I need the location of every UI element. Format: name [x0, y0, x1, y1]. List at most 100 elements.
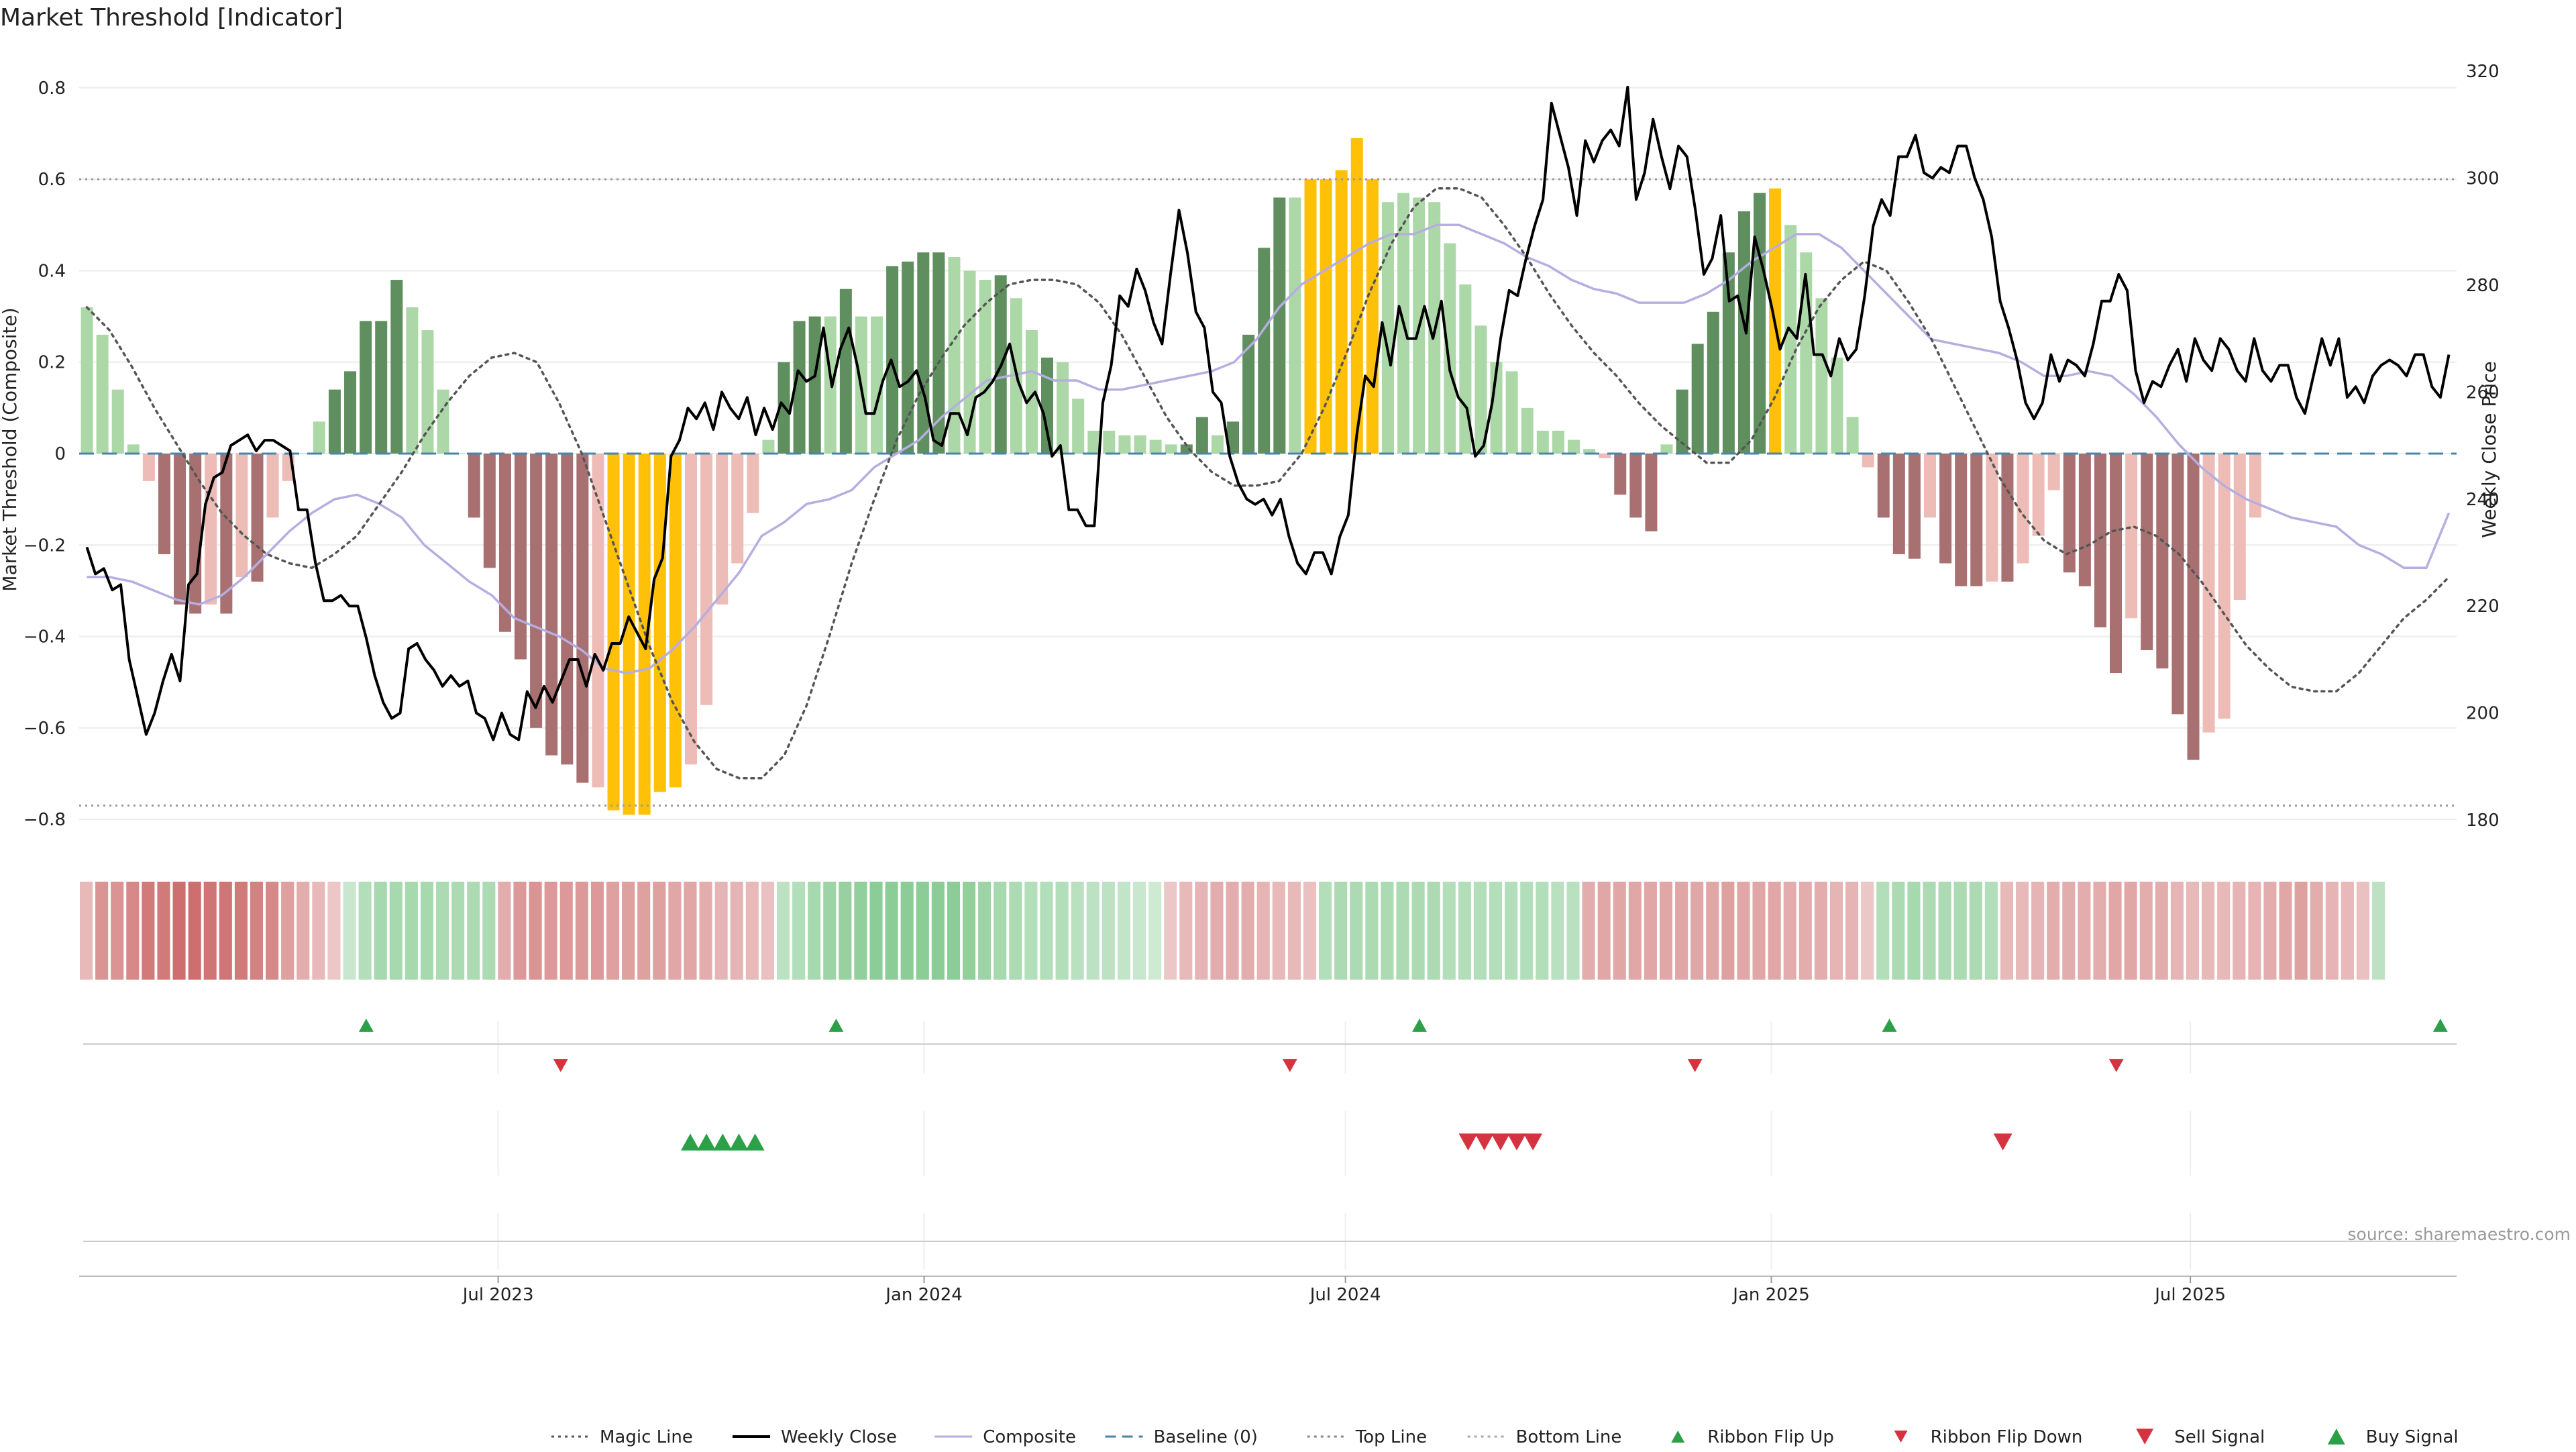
composite-bar	[266, 454, 279, 518]
y-tick-label: 0	[54, 444, 66, 464]
composite-bar	[948, 257, 961, 454]
ribbon-cell	[1427, 882, 1440, 980]
ribbon-flip-up-marker	[358, 1019, 374, 1032]
composite-bar	[917, 252, 930, 454]
composite-bar	[1583, 449, 1596, 454]
composite-bar	[1599, 454, 1611, 458]
ribbon-cell	[420, 882, 434, 980]
sell-signal-marker	[1458, 1133, 1478, 1151]
composite-bar	[1118, 435, 1131, 454]
sell-signal-marker	[1523, 1133, 1543, 1151]
ribbon-cell	[1272, 882, 1285, 980]
ribbon-cell	[250, 882, 264, 980]
composite-bar	[1381, 202, 1394, 454]
y-tick-label: 0.2	[38, 353, 66, 373]
magic-line	[85, 187, 2451, 780]
ribbon-cell	[792, 882, 806, 980]
composite-bar	[158, 454, 170, 554]
ribbon-cell	[668, 882, 682, 980]
ribbon-cell	[1040, 882, 1053, 980]
ribbon-cell	[1071, 882, 1084, 980]
ribbon-cell	[1690, 882, 1704, 980]
y2-tick-label: 240	[2466, 490, 2500, 510]
ribbon-cell	[436, 882, 449, 980]
composite-bar	[375, 321, 388, 454]
ribbon-cell	[95, 882, 109, 980]
legend-item: Baseline (0)	[1105, 1427, 1258, 1447]
legend-label: Bottom Line	[1516, 1427, 1622, 1447]
composite-bar	[623, 454, 635, 815]
ribbon-cell	[714, 882, 728, 980]
ribbon-cell	[1737, 882, 1750, 980]
legend: Magic Line Weekly Close Composite Baseline …	[551, 1427, 2459, 1447]
ribbon-cell	[1551, 882, 1564, 980]
ribbon-cell	[653, 882, 666, 980]
ribbon-cell	[1055, 882, 1069, 980]
ribbon-flip-down-marker	[1282, 1059, 1297, 1072]
ribbon-cell	[2325, 882, 2339, 980]
composite-bar	[1722, 252, 1735, 454]
composite-bar	[1614, 454, 1627, 495]
composite-bar	[700, 454, 713, 705]
ribbon-cell	[559, 882, 573, 980]
ribbon-cell	[1287, 882, 1301, 980]
ribbon-cell	[1226, 882, 1239, 980]
composite-bar	[669, 454, 682, 788]
ribbon-cell	[405, 882, 418, 980]
composite-bar	[344, 371, 357, 454]
ribbon-cell	[839, 882, 852, 980]
composite-bar	[1737, 211, 1750, 454]
composite-bar	[1072, 399, 1085, 454]
composite-bar	[406, 307, 419, 454]
legend-label: Sell Signal	[2174, 1427, 2265, 1447]
ribbon-cell	[1148, 882, 1162, 980]
ribbon-flip-down-marker	[1687, 1059, 1703, 1072]
composite-bar	[1939, 454, 1952, 564]
composite-bar	[1211, 435, 1224, 454]
ribbon-cell	[1953, 882, 1967, 980]
ribbon-cell	[2155, 882, 2168, 980]
legend-swatch	[2327, 1429, 2345, 1445]
composite-bar	[2094, 454, 2106, 627]
composite-bar	[2001, 454, 2014, 582]
composite-bar	[2110, 454, 2123, 674]
ribbon-cell	[916, 882, 929, 980]
composite-bar	[979, 280, 991, 454]
x-tick-label: Jul 2023	[462, 1285, 534, 1305]
buy-signal-marker	[697, 1133, 716, 1151]
y2-tick-label: 320	[2466, 62, 2500, 82]
ribbon-cell	[451, 882, 465, 980]
composite-bar	[1289, 197, 1301, 454]
legend-item: Bottom Line	[1467, 1427, 1622, 1447]
legend-item: Buy Signal	[2327, 1427, 2459, 1447]
ribbon-cell	[1706, 882, 1719, 980]
composite-bar	[808, 316, 821, 454]
ribbon-cell	[2015, 882, 2029, 980]
composite-bar	[251, 454, 264, 582]
ribbon-cell	[1179, 882, 1193, 980]
signal-panels	[83, 1019, 2457, 1242]
composite-bar	[390, 280, 403, 454]
ribbon-cell	[1845, 882, 1859, 980]
ribbon-cell	[1334, 882, 1348, 980]
x-tick-label: Jan 2025	[1731, 1285, 1810, 1305]
ribbon-cell	[1628, 882, 1642, 980]
ribbon-cell	[761, 882, 774, 980]
sell-signal-marker	[1507, 1133, 1526, 1151]
ribbon-cell	[2093, 882, 2106, 980]
composite-bar	[2171, 454, 2184, 715]
ribbon-cell	[1659, 882, 1673, 980]
composite-bar	[1521, 407, 1534, 454]
y-tick-label: −0.2	[23, 535, 66, 556]
ribbon-cell	[2031, 882, 2045, 980]
legend-swatch	[2136, 1429, 2154, 1445]
ribbon-cell	[219, 882, 232, 980]
legend-item: Sell Signal	[2136, 1427, 2265, 1447]
composite-bar	[1676, 389, 1688, 454]
composite-bar	[871, 316, 883, 454]
composite-bar	[2187, 454, 2200, 760]
composite-bar	[142, 454, 155, 481]
ribbon-cell	[622, 882, 635, 980]
composite-bar	[1955, 454, 1968, 586]
ribbon-cell	[931, 882, 945, 980]
